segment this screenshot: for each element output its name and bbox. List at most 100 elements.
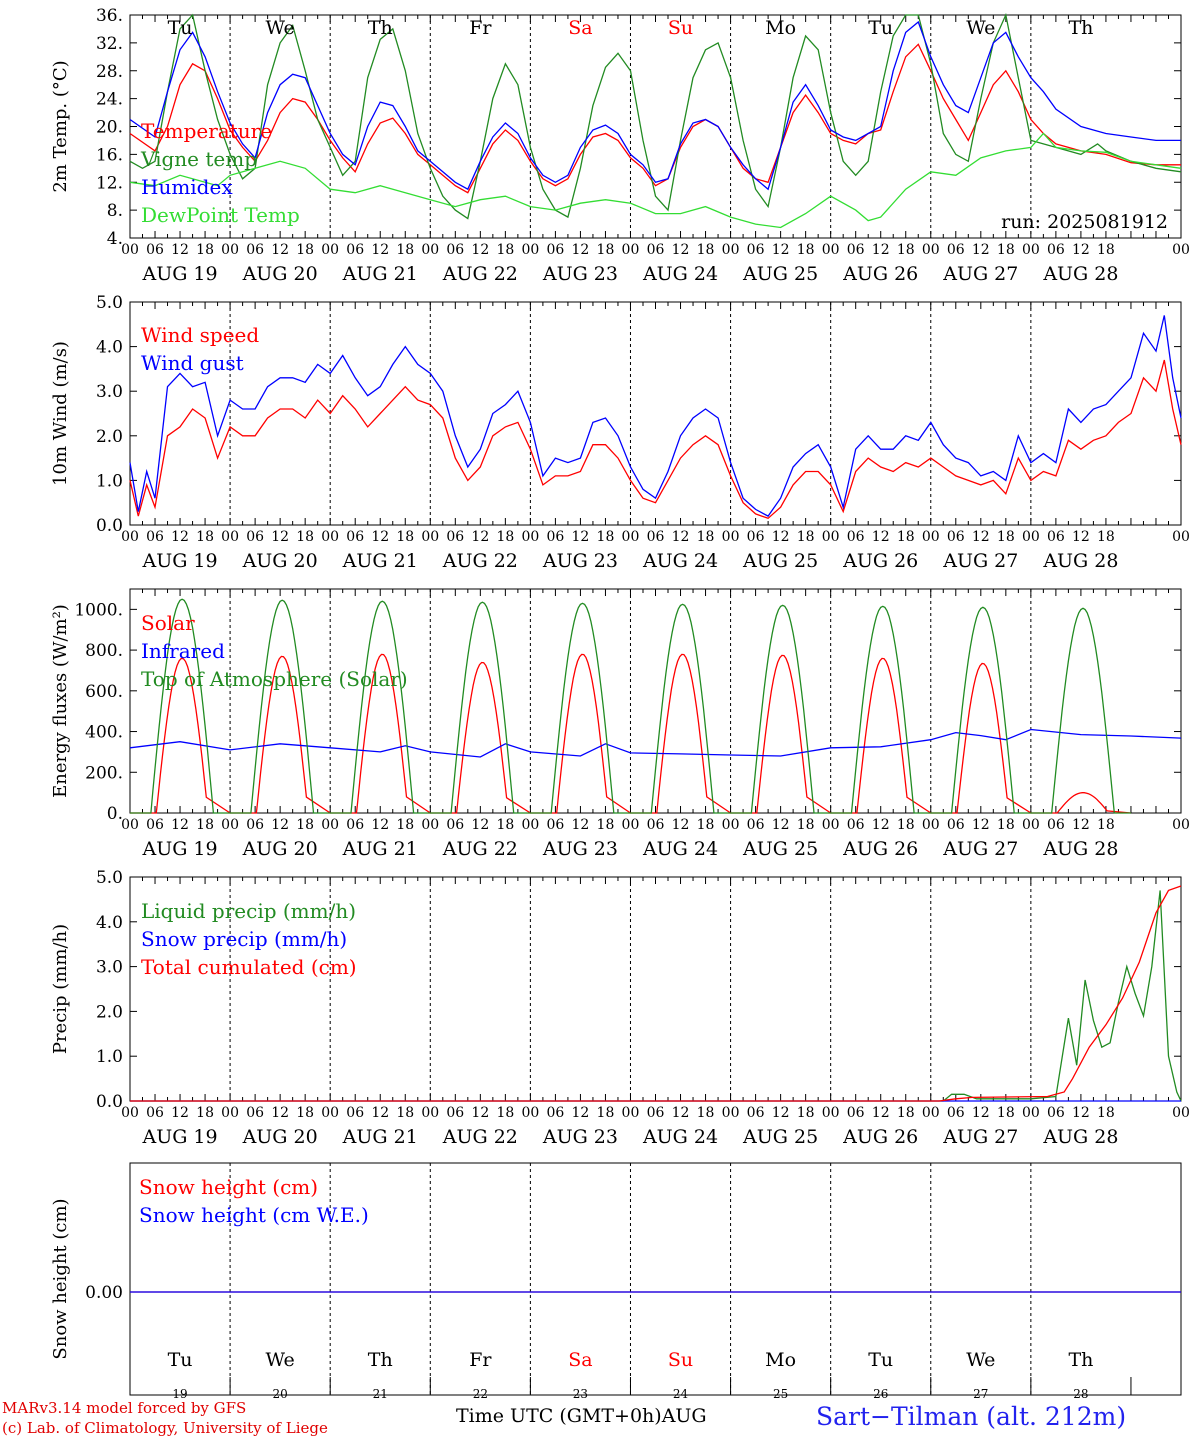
- hour-tick-label: 18: [1097, 529, 1115, 545]
- hour-tick-label: 18: [997, 1105, 1015, 1121]
- hour-tick-label: 00: [622, 242, 640, 258]
- hour-tick-label: 18: [597, 529, 615, 545]
- hour-tick-label: 00: [521, 242, 539, 258]
- hour-tick-label: 00: [822, 1105, 840, 1121]
- day-name-label: We: [966, 1349, 995, 1371]
- legend-entry: Infrared: [141, 639, 225, 663]
- hour-tick-label: 00: [521, 529, 539, 545]
- y-axis-title: 2m Temp. (°C): [50, 60, 71, 192]
- date-label: AUG 27: [942, 1126, 1018, 1148]
- y-tick-label: 4.0: [96, 913, 123, 933]
- date-label: AUG 19: [141, 263, 217, 285]
- date-label: AUG 24: [642, 550, 718, 572]
- hour-tick-label: 00: [321, 529, 339, 545]
- hour-tick-label: 18: [1097, 817, 1115, 833]
- hour-tick-label: 00: [221, 817, 239, 833]
- date-label: AUG 21: [342, 550, 418, 572]
- legend-entry: Vigne temp: [140, 147, 257, 171]
- hour-tick-label: 06: [1047, 817, 1065, 833]
- y-tick-label: 2.0: [96, 1002, 123, 1022]
- day-name-label: Tu: [868, 1349, 893, 1371]
- y-tick-label: 4.: [107, 229, 123, 249]
- hour-tick-label: 12: [271, 242, 289, 258]
- hour-tick-label: 06: [1047, 242, 1065, 258]
- hour-tick-label: 06: [346, 529, 364, 545]
- hour-tick-label: 18: [797, 529, 815, 545]
- date-label: AUG 26: [842, 838, 918, 860]
- date-label: AUG 26: [842, 550, 918, 572]
- day-number-label: 28: [1073, 1387, 1088, 1401]
- hour-tick-label: 18: [897, 817, 915, 833]
- legend-entry: Snow height (cm): [139, 1175, 318, 1199]
- date-label: AUG 20: [242, 838, 318, 860]
- date-label: AUG 26: [842, 1126, 918, 1148]
- hour-tick-label: 18: [597, 817, 615, 833]
- day-number-label: 21: [373, 1387, 388, 1401]
- date-label: AUG 23: [542, 838, 618, 860]
- hour-tick-label: 06: [847, 1105, 865, 1121]
- hour-tick-label: 00: [1022, 1105, 1040, 1121]
- hour-tick-label: 00: [1022, 817, 1040, 833]
- hour-tick-label: 18: [897, 1105, 915, 1121]
- hour-tick-label: 06: [446, 529, 464, 545]
- hour-tick-label: 12: [972, 242, 990, 258]
- day-number-label: 24: [673, 1387, 689, 1401]
- hour-tick-label: 12: [672, 242, 690, 258]
- day-name-label: Su: [668, 17, 693, 39]
- hour-tick-label: 00: [121, 1105, 139, 1121]
- hour-tick-label: 00: [421, 1105, 439, 1121]
- hour-tick-label: 12: [471, 817, 489, 833]
- hour-tick-label: 12: [1072, 242, 1090, 258]
- hour-tick-label: 12: [772, 529, 790, 545]
- hour-tick-label: 06: [146, 242, 164, 258]
- y-tick-label: 5.0: [96, 868, 123, 888]
- hour-tick-label: 18: [897, 242, 915, 258]
- panel-4: [129, 876, 1182, 1102]
- panel-3: [129, 588, 1182, 814]
- hour-tick-label: 06: [246, 1105, 264, 1121]
- hour-tick-label: 18: [496, 529, 514, 545]
- hour-tick-label: 06: [346, 242, 364, 258]
- hour-tick-label: 06: [346, 1105, 364, 1121]
- date-label: AUG 28: [1042, 1126, 1118, 1148]
- date-label: AUG 20: [242, 263, 318, 285]
- y-tick-label: 1.0: [96, 1047, 123, 1067]
- hour-tick-label: 06: [246, 529, 264, 545]
- hour-tick-label: 18: [196, 529, 214, 545]
- date-label: AUG 28: [1042, 838, 1118, 860]
- month-label: AUG: [661, 1405, 707, 1427]
- day-number-label: 20: [273, 1387, 288, 1401]
- hour-tick-label: 18: [496, 817, 514, 833]
- day-name-label: We: [266, 17, 295, 39]
- hour-tick-label: 18: [496, 1105, 514, 1121]
- date-label: AUG 24: [642, 1126, 718, 1148]
- hour-tick-label: 00: [421, 242, 439, 258]
- hour-tick-label: 06: [847, 817, 865, 833]
- y-tick-label: 4.0: [96, 338, 123, 358]
- day-number-label: 25: [773, 1387, 788, 1401]
- y-tick-label: 600.: [85, 682, 123, 702]
- hour-tick-label: 12: [572, 242, 590, 258]
- hour-tick-label: 06: [546, 529, 564, 545]
- y-tick-label: 3.0: [96, 958, 123, 978]
- hour-tick-label: 06: [546, 242, 564, 258]
- day-number-label: 23: [573, 1387, 588, 1401]
- hour-tick-label: 06: [446, 242, 464, 258]
- day-name-label: Su: [668, 1349, 693, 1371]
- hour-tick-label: 18: [396, 817, 414, 833]
- hour-tick-label: 00: [221, 242, 239, 258]
- hour-tick-label: 06: [947, 529, 965, 545]
- series-line: [129, 12, 1182, 220]
- day-number-label: 22: [473, 1387, 488, 1401]
- hour-tick-label: 00: [722, 242, 740, 258]
- hour-tick-label: 06: [947, 242, 965, 258]
- hour-tick-label: 12: [1072, 529, 1090, 545]
- hour-tick-label: 18: [396, 1105, 414, 1121]
- hour-tick-label: 06: [647, 1105, 665, 1121]
- hour-tick-label: 06: [747, 817, 765, 833]
- legend-entry: Snow height (cm W.E.): [139, 1203, 369, 1227]
- hour-tick-label: 18: [997, 817, 1015, 833]
- hour-tick-label: 06: [647, 817, 665, 833]
- model-credit: MARv3.14 model forced by GFS: [2, 1399, 247, 1417]
- hour-tick-label: 00: [221, 529, 239, 545]
